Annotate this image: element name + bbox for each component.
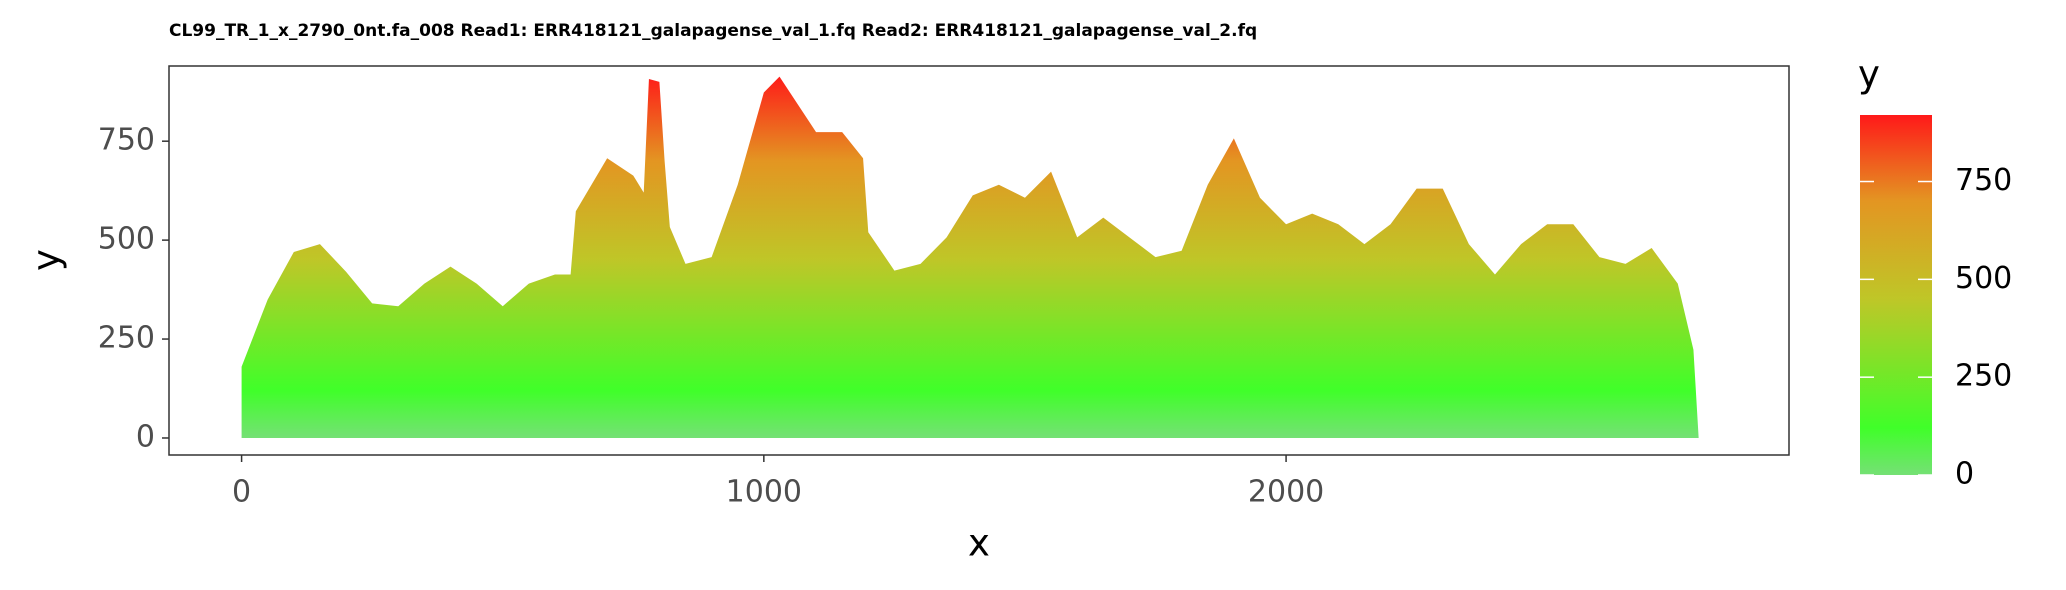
coverage-area bbox=[241, 76, 1699, 438]
legend-label: 750 bbox=[1955, 163, 2012, 198]
colorbar bbox=[1860, 115, 1932, 475]
x-tick-label: 2000 bbox=[1248, 475, 1324, 510]
y-tick-label: 750 bbox=[98, 123, 155, 158]
y-tick-label: 250 bbox=[98, 321, 155, 356]
legend-label: 0 bbox=[1955, 457, 1974, 492]
x-tick-label: 1000 bbox=[726, 475, 802, 510]
legend-label: 500 bbox=[1955, 261, 2012, 296]
chart-title: CL99_TR_1_x_2790_0nt.fa_008 Read1: ERR41… bbox=[169, 21, 1257, 41]
plot-panel bbox=[168, 65, 1790, 456]
y-axis-label: y bbox=[25, 249, 68, 271]
legend-title: y bbox=[1858, 53, 1880, 96]
y-tick-label: 0 bbox=[136, 419, 155, 454]
y-tick-label: 500 bbox=[98, 222, 155, 257]
legend-label: 250 bbox=[1955, 359, 2012, 394]
x-tick-label: 0 bbox=[232, 475, 251, 510]
x-axis-label: x bbox=[968, 522, 990, 565]
